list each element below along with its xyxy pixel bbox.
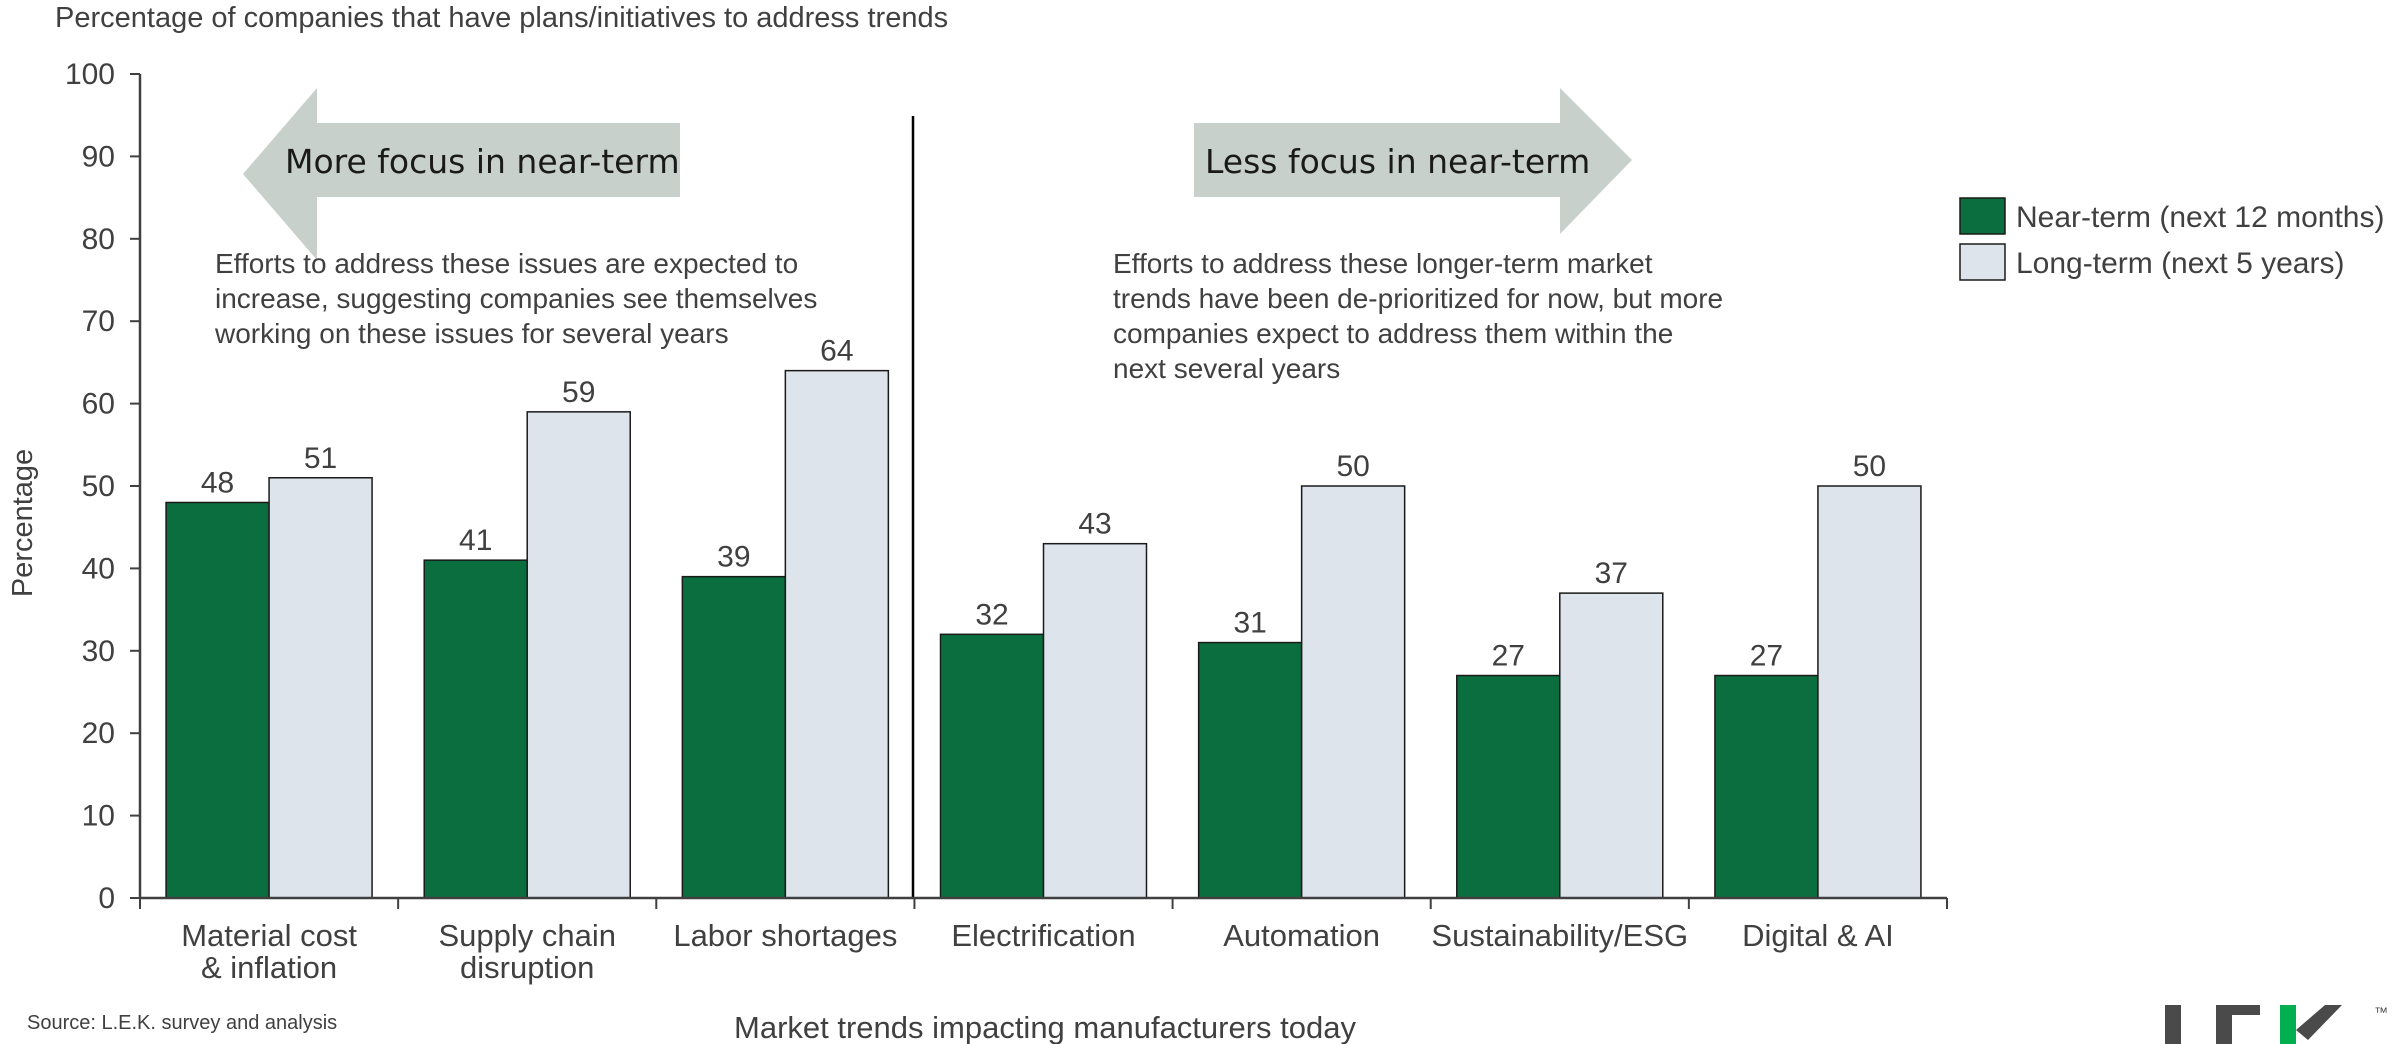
bar-near-term	[939, 633, 1045, 899]
x-tick-labels: Material cost& inflation Supply chaindisr…	[181, 918, 1894, 985]
annotation-note-line: increase, suggesting companies see thems…	[215, 283, 817, 314]
x-tick-label: disruption	[460, 950, 594, 985]
legend-label: Near-term (next 12 months)	[2016, 201, 2384, 234]
x-axis	[139, 896, 1948, 909]
lek-logo: ™	[2165, 1004, 2388, 1044]
annotation-notes: Efforts to address these issues are expe…	[214, 248, 1723, 384]
annotation-note-line: Efforts to address these longer-term mar…	[1113, 248, 1653, 279]
logo-tm: ™	[2374, 1004, 2388, 1020]
bars	[165, 369, 1922, 899]
x-tick-label: Sustainability/ESG	[1431, 918, 1688, 953]
source-note: Source: L.E.K. survey and analysis	[27, 1012, 337, 1034]
bar-value-label: 27	[1492, 640, 1525, 673]
bar-near-term	[1197, 641, 1303, 899]
bar-long-term	[1817, 485, 1922, 899]
left-arrow-label: More focus in near-term	[285, 142, 680, 181]
bar-long-term	[1559, 592, 1664, 899]
right-arrow-label: Less focus in near-term	[1205, 142, 1590, 181]
bar-value-label: 27	[1750, 640, 1783, 673]
y-tick-label: 70	[82, 305, 115, 338]
y-tick-label: 50	[82, 470, 115, 503]
x-tick-label: Supply chain	[438, 918, 616, 953]
bar-long-term	[1300, 485, 1406, 899]
bar-near-term	[1456, 674, 1561, 899]
left-arrow-shape	[243, 88, 680, 260]
bar-long-term	[268, 477, 373, 899]
x-tick-label: Automation	[1223, 918, 1380, 953]
bar-value-label: 50	[1336, 450, 1369, 483]
x-tick-label: & inflation	[201, 950, 337, 985]
y-tick-label: 80	[82, 223, 115, 256]
y-tick-label: 60	[82, 388, 115, 421]
bar-near-term	[1714, 674, 1819, 899]
bar-value-label: 39	[717, 541, 750, 574]
annotation-note-line: next several years	[1113, 353, 1340, 384]
legend-swatch	[1959, 197, 2006, 235]
y-tick-label: 10	[82, 800, 115, 833]
bar-long-term	[526, 411, 631, 899]
bar-value-label: 37	[1595, 557, 1628, 590]
y-tick-label: 100	[65, 58, 115, 91]
annotation-note-line: trends have been de-prioritized for now,…	[1113, 283, 1723, 314]
bar-value-label: 64	[820, 335, 853, 368]
bar-value-label: 43	[1078, 508, 1111, 541]
bar-value-label: 50	[1853, 450, 1886, 483]
bar-value-label: 41	[459, 524, 492, 557]
legend-label: Long-term (next 5 years)	[2016, 247, 2344, 280]
annotation-note-line: Efforts to address these issues are expe…	[215, 248, 798, 279]
bar-long-term	[784, 369, 890, 899]
y-tick-label: 20	[82, 717, 115, 750]
legend: Near-term (next 12 months) Long-term (nex…	[1959, 197, 2384, 281]
y-axis: 0 10 20 30 40 50 60 70 80 90 100	[65, 58, 142, 915]
y-tick-label: 0	[98, 882, 115, 915]
y-tick-label: 90	[82, 140, 115, 173]
x-tick-label: Labor shortages	[673, 918, 897, 953]
chart-title: Percentage of companies that have plans/…	[55, 2, 948, 34]
bar-value-label: 31	[1233, 607, 1266, 640]
bar-value-label: 48	[201, 466, 234, 499]
bar-near-term	[423, 559, 528, 899]
bar-value-label: 59	[562, 376, 595, 409]
y-axis-label: Percentage	[7, 449, 39, 597]
bar-value-label: 51	[304, 442, 337, 475]
bar-near-term	[681, 575, 787, 899]
y-tick-label: 40	[82, 552, 115, 585]
right-arrow-shape	[1194, 88, 1632, 234]
x-axis-label: Market trends impacting manufacturers to…	[734, 1010, 1356, 1044]
x-tick-label: Electrification	[951, 918, 1135, 953]
annotation-note-line: companies expect to address them within …	[1113, 318, 1673, 349]
y-tick-label: 30	[82, 635, 115, 668]
focus-arrows: More focus in near-term Less focus in ne…	[243, 88, 1632, 260]
legend-swatch	[1959, 243, 2006, 281]
bar-near-term	[165, 501, 270, 899]
x-tick-label: Digital & AI	[1742, 918, 1894, 953]
annotation-note-line: working on these issues for several year…	[214, 318, 729, 349]
bar-value-labels: 48 41 39 32 31 27 27 51 59 64 43 50 37 50	[201, 335, 1886, 673]
x-tick-label: Material cost	[181, 918, 357, 953]
bar-long-term	[1042, 542, 1148, 899]
bar-value-label: 32	[975, 598, 1008, 631]
